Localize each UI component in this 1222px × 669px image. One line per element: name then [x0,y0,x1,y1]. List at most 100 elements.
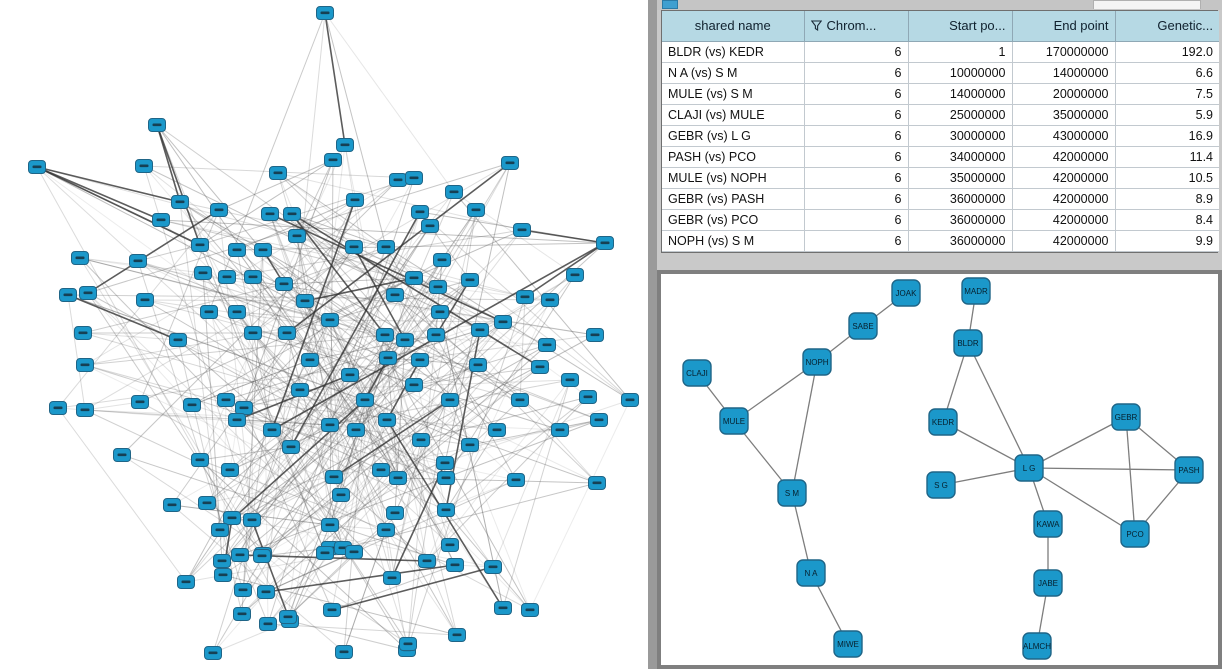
table-cell[interactable]: 6 [803,104,909,126]
network-node[interactable] [461,438,479,452]
network-node[interactable] [324,153,342,167]
table-cell[interactable]: 6 [803,125,909,147]
network-node[interactable] [76,358,94,372]
table-cell[interactable]: GEBR (vs) PASH [662,188,805,210]
table-cell[interactable]: 35000000 [1011,104,1116,126]
table-cell[interactable]: 6.6 [1114,62,1219,84]
network-node[interactable] [467,203,485,217]
network-node[interactable] [321,518,339,532]
table-cell[interactable]: 6 [803,41,909,63]
table-cell[interactable]: BLDR (vs) KEDR [662,41,805,63]
network-node[interactable] [379,351,397,365]
network-node[interactable] [74,326,92,340]
network-node[interactable] [461,273,479,287]
table-cell[interactable]: CLAJI (vs) MULE [662,104,805,126]
table-cell[interactable]: 6 [803,188,909,210]
network-node[interactable] [221,463,239,477]
network-node[interactable] [376,328,394,342]
table-cell[interactable]: 6 [803,83,909,105]
table-cell[interactable]: 20000000 [1011,83,1116,105]
table-cell[interactable]: GEBR (vs) PCO [662,209,805,231]
table-cell[interactable]: 6 [803,62,909,84]
network-node[interactable] [441,393,459,407]
network-node[interactable] [347,423,365,437]
network-node-pco[interactable]: PCO [1120,520,1150,548]
network-node[interactable] [561,373,579,387]
table-row[interactable]: PASH (vs) PCO 6 34000000 42000000 11.4 [662,146,1219,168]
table-row[interactable]: GEBR (vs) PCO 6 36000000 42000000 8.4 [662,209,1219,231]
network-node[interactable] [445,185,463,199]
network-node[interactable] [471,323,489,337]
network-node[interactable] [345,545,363,559]
table-cell[interactable]: MULE (vs) S M [662,83,805,105]
network-node[interactable] [198,496,216,510]
network-node[interactable] [321,313,339,327]
network-node[interactable] [323,603,341,617]
network-node[interactable] [427,328,445,342]
network-node-l-g[interactable]: L G [1014,454,1044,482]
network-node[interactable] [283,207,301,221]
network-node[interactable] [191,238,209,252]
network-node[interactable] [566,268,584,282]
network-node[interactable] [386,506,404,520]
table-cell[interactable]: 36000000 [907,230,1013,252]
network-node[interactable] [296,294,314,308]
network-node[interactable] [263,423,281,437]
overview-network-canvas[interactable] [0,0,648,669]
network-node[interactable] [356,393,374,407]
table-cell[interactable]: 30000000 [907,125,1013,147]
table-row[interactable]: MULE (vs) NOPH 6 35000000 42000000 10.5 [662,167,1219,189]
column-header-4[interactable]: Genetic... [1114,11,1219,42]
table-row[interactable]: BLDR (vs) KEDR 6 1 170000000 192.0 [662,41,1219,63]
network-node[interactable] [135,159,153,173]
network-node[interactable] [596,236,614,250]
table-cell[interactable]: 36000000 [907,188,1013,210]
filter-icon[interactable] [810,20,822,32]
network-node[interactable] [521,603,539,617]
network-node[interactable] [541,293,559,307]
network-node[interactable] [278,326,296,340]
network-node[interactable] [223,511,241,525]
network-node[interactable] [405,171,423,185]
network-node[interactable] [446,558,464,572]
network-node[interactable] [448,628,466,642]
network-node[interactable] [418,554,436,568]
network-node[interactable] [586,328,604,342]
network-node[interactable] [79,286,97,300]
network-node-madr[interactable]: MADR [961,277,991,305]
network-node[interactable] [210,203,228,217]
network-node[interactable] [412,433,430,447]
network-node[interactable] [579,390,597,404]
network-node[interactable] [341,368,359,382]
network-node-noph[interactable]: NOPH [802,348,832,376]
network-node[interactable] [152,213,170,227]
network-node[interactable] [28,160,46,174]
network-node[interactable] [469,358,487,372]
network-node[interactable] [259,617,277,631]
network-node-pash[interactable]: PASH [1174,456,1204,484]
network-node-claji[interactable]: CLAJI [682,359,712,387]
table-row[interactable]: N A (vs) S M 6 10000000 14000000 6.6 [662,62,1219,84]
network-node-s-m[interactable]: S M [777,479,807,507]
network-node[interactable] [421,219,439,233]
table-cell[interactable]: 42000000 [1011,167,1116,189]
network-node[interactable] [494,601,512,615]
network-node[interactable] [551,423,569,437]
network-node[interactable] [538,338,556,352]
network-node[interactable] [129,254,147,268]
network-node[interactable] [437,503,455,517]
network-node[interactable] [257,585,275,599]
network-node[interactable] [372,463,390,477]
network-node[interactable] [275,277,293,291]
network-node[interactable] [261,207,279,221]
network-node[interactable] [335,645,353,659]
network-node[interactable] [71,251,89,265]
table-cell[interactable]: 6 [803,209,909,231]
network-node-sabe[interactable]: SABE [848,312,878,340]
detail-network-canvas[interactable]: JOAK SABE NOPH CLAJI MULE S M N A MIWE MADR BLDR K… [661,274,1218,665]
table-cell[interactable]: 8.4 [1114,209,1219,231]
network-node-kawa[interactable]: KAWA [1033,510,1063,538]
table-cell[interactable]: 42000000 [1011,209,1116,231]
network-node[interactable] [233,607,251,621]
table-cell[interactable]: 11.4 [1114,146,1219,168]
